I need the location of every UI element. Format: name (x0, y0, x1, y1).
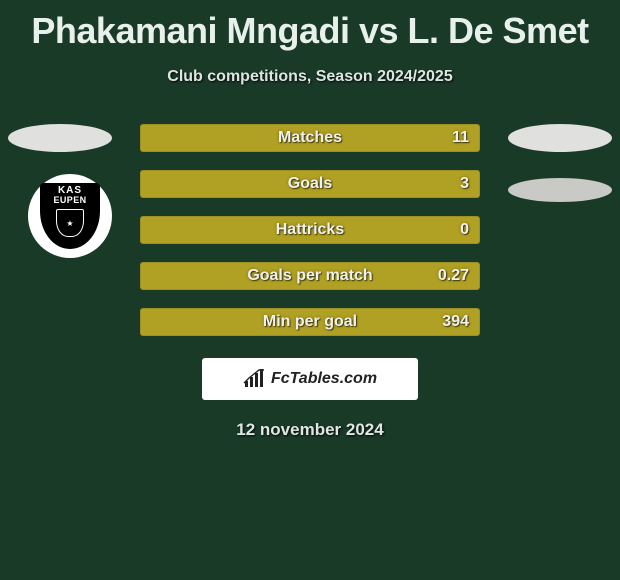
stat-bars: Matches 11 Goals 3 Hattricks 0 Goals per… (140, 124, 480, 354)
stat-value: 0 (460, 221, 469, 239)
stat-label: Goals (288, 175, 332, 193)
stat-bar-goals: Goals 3 (140, 170, 480, 198)
stat-bar-goals-per-match: Goals per match 0.27 (140, 262, 480, 290)
club-short-bottom: EUPEN (53, 195, 86, 205)
page-subtitle: Club competitions, Season 2024/2025 (0, 68, 620, 86)
crest-icon (56, 209, 84, 237)
stat-label: Hattricks (276, 221, 344, 239)
bar-chart-icon (243, 369, 267, 389)
left-club-badge: KAS EUPEN (28, 174, 112, 258)
snapshot-date: 12 november 2024 (0, 420, 620, 440)
right-club-ellipse (508, 178, 612, 202)
stat-label: Matches (278, 129, 342, 147)
stat-label: Min per goal (263, 313, 357, 331)
left-player-ellipse (8, 124, 112, 152)
stat-value: 11 (452, 129, 469, 147)
branding-text: FcTables.com (271, 370, 377, 388)
right-player-ellipse (508, 124, 612, 152)
stat-bar-min-per-goal: Min per goal 394 (140, 308, 480, 336)
branding-box: FcTables.com (202, 358, 418, 400)
shield-icon: KAS EUPEN (40, 183, 100, 249)
stat-value: 0.27 (438, 267, 469, 285)
comparison-area: KAS EUPEN Matches 11 Goals 3 Hattricks 0… (0, 124, 620, 354)
page-title: Phakamani Mngadi vs L. De Smet (0, 0, 620, 52)
stat-label: Goals per match (247, 267, 372, 285)
stat-value: 3 (460, 175, 469, 193)
stat-value: 394 (442, 313, 469, 331)
stat-bar-hattricks: Hattricks 0 (140, 216, 480, 244)
stat-bar-matches: Matches 11 (140, 124, 480, 152)
